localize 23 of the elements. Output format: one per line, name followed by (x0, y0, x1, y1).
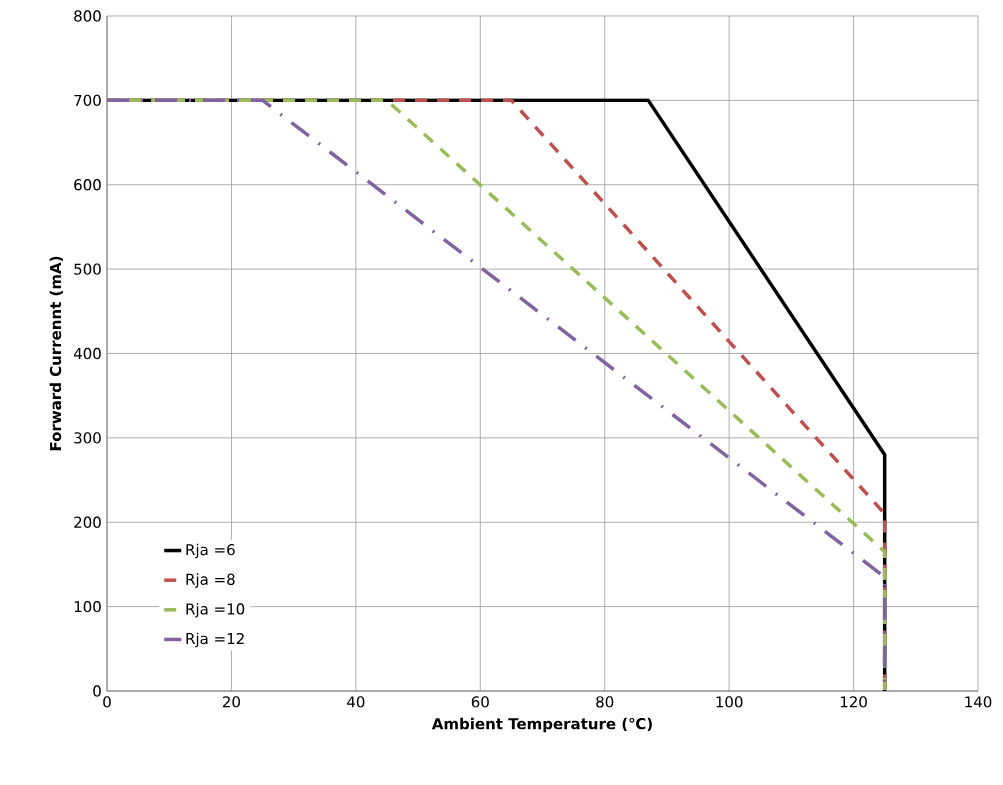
x-tick-label: 20 (222, 696, 240, 708)
x-tick-label: 60 (471, 696, 489, 708)
legend-label: Rja =8 (186, 573, 235, 588)
x-tick-label: 40 (347, 696, 365, 708)
y-tick-label: 200 (74, 516, 101, 528)
x-tick-label: 100 (716, 696, 743, 708)
x-tick-label: 140 (965, 696, 992, 708)
x-tick-label: 80 (596, 696, 614, 708)
x-axis-title: Ambient Temperature (℃) (431, 717, 652, 733)
y-tick-label: 400 (73, 347, 101, 360)
legend-label: Rja =6 (186, 543, 235, 559)
x-tick-label: 0 (103, 696, 111, 708)
y-tick-label: 500 (74, 263, 101, 275)
legend-label: Rja =12 (186, 632, 244, 648)
y-tick-label: 700 (74, 94, 101, 107)
y-tick-label: 600 (74, 179, 101, 191)
legend-label: Rja =10 (186, 603, 245, 618)
y-tick-label: 800 (74, 10, 101, 22)
y-tick-label: 0 (93, 685, 101, 697)
y-tick-label: 300 (74, 432, 101, 444)
y-tick-label: 100 (74, 600, 101, 613)
x-tick-label: 120 (840, 696, 867, 708)
y-axis-title: Forward Currennt (mA) (49, 256, 63, 451)
